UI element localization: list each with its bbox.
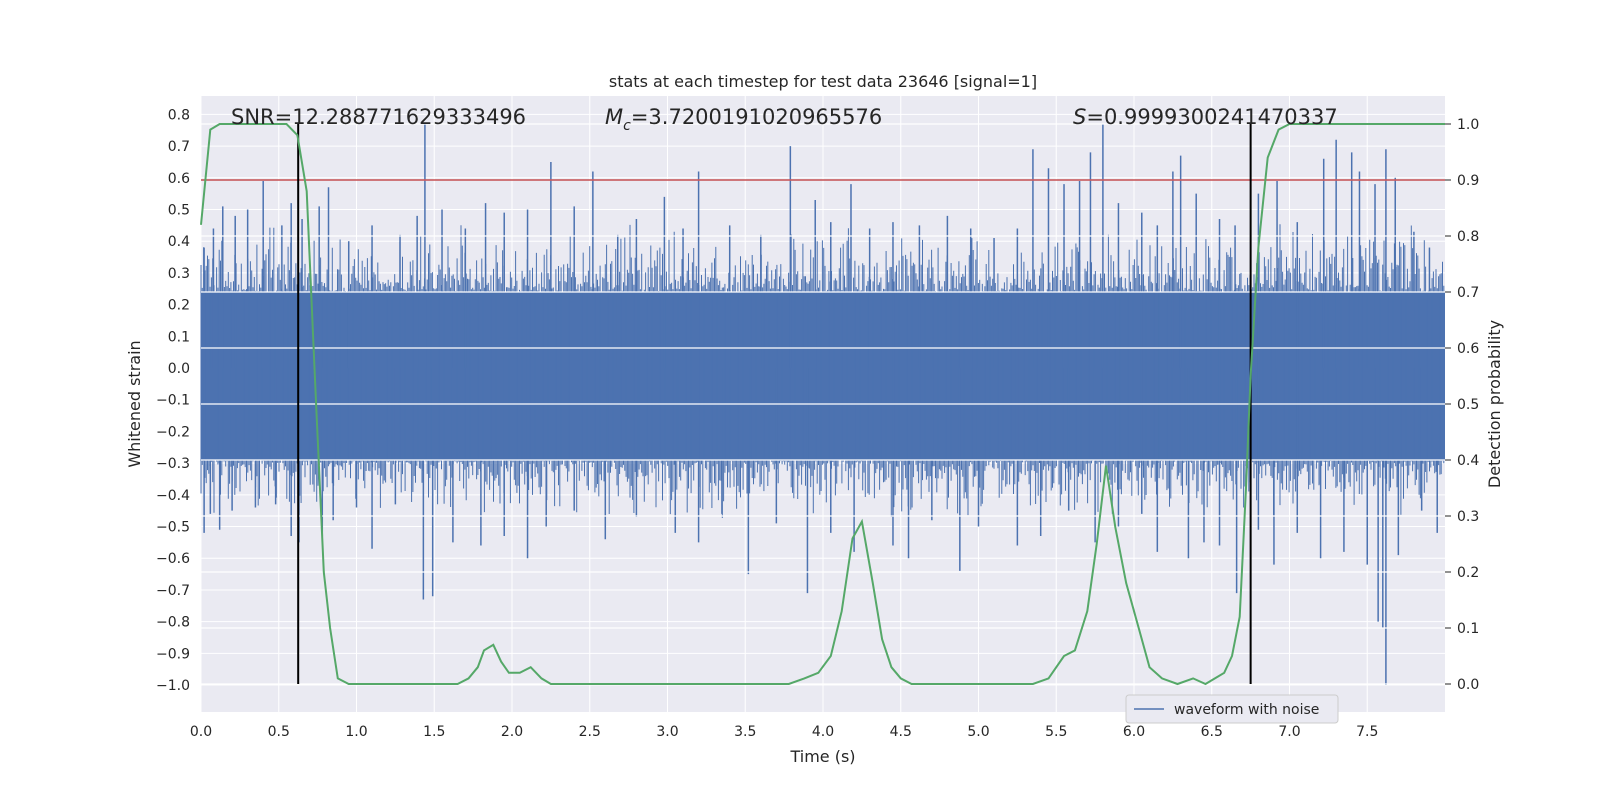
y-tick-label: 0.8 <box>168 107 190 123</box>
y-tick-label: −0.2 <box>156 424 190 440</box>
y-tick-label: −0.6 <box>156 551 190 567</box>
waveform-band-layer <box>201 291 1445 460</box>
vline-layer <box>297 124 1252 684</box>
x-tick-label: 1.5 <box>423 724 445 740</box>
y-tick-label: −0.3 <box>156 456 190 472</box>
chirp-mass-symbol: M <box>605 105 623 129</box>
x-tick-label: 5.5 <box>1045 724 1067 740</box>
y-tick-label: 0.6 <box>168 171 190 187</box>
x-tick-label: 7.5 <box>1356 724 1378 740</box>
x-tick-label: 6.0 <box>1123 724 1145 740</box>
score-value: =0.9999300241470337 <box>1086 105 1337 129</box>
legend: waveform with noise <box>1125 694 1339 724</box>
y2-tick-label: 0.7 <box>1457 285 1479 301</box>
y-tick-label: 0.1 <box>168 329 190 345</box>
waveform-spike-layer <box>200 123 1445 686</box>
y2-tick-label: 0.2 <box>1457 565 1479 581</box>
y2-tick-label: 0.4 <box>1457 453 1479 469</box>
x-tick-label: 3.5 <box>734 724 756 740</box>
y-tick-label: 0.0 <box>168 361 190 377</box>
chirp-mass-annotation: Mc=3.7200191020965576 <box>605 105 882 134</box>
legend-label-waveform: waveform with noise <box>1174 702 1319 718</box>
x-tick-label: 4.5 <box>890 724 912 740</box>
x-tick-label: 7.0 <box>1278 724 1300 740</box>
y-tick-label: 0.2 <box>168 298 190 314</box>
y-tick-label: 0.5 <box>168 202 190 218</box>
x-tick-label: 6.5 <box>1201 724 1223 740</box>
y-tick-labels: 0.8 0.7 0.6 0.5 0.4 0.3 0.2 0.1 0.0 −0.1 −0.2 −0.3 −… <box>156 107 190 694</box>
y-tick-label: −0.4 <box>156 488 190 504</box>
x-tick-label: 3.0 <box>656 724 678 740</box>
probability-layer <box>200 123 1445 686</box>
score-symbol: S <box>1073 105 1086 129</box>
y-tick-label: −0.8 <box>156 615 190 631</box>
x-axis-label: Time (s) <box>789 747 855 766</box>
x-tick-label: 0.5 <box>268 724 290 740</box>
y-tick-label: −0.7 <box>156 583 190 599</box>
chart-title: stats at each timestep for test data 236… <box>609 72 1037 91</box>
y2-tick-label: 0.1 <box>1457 621 1479 637</box>
x-tick-label: 4.0 <box>812 724 834 740</box>
chirp-mass-subscript: c <box>623 118 631 134</box>
y2-tick-label: 1.0 <box>1457 117 1479 133</box>
x-tick-labels: 0.0 0.5 1.0 1.5 2.0 2.5 3.0 3.5 4.0 4.5 5.0 5.5 6.0 6… <box>190 724 1379 740</box>
y2-tick-label: 0.8 <box>1457 229 1479 245</box>
y2-tick-labels: 1.0 0.9 0.8 0.7 0.6 0.5 0.4 0.3 0.2 0.1 0.0 <box>1445 117 1479 693</box>
probability-line <box>200 123 1445 686</box>
y2-tick-label: 0.0 <box>1457 677 1479 693</box>
y2-tick-label: 0.9 <box>1457 173 1479 189</box>
x-tick-label: 2.0 <box>501 724 523 740</box>
y2-axis-label: Detection probability <box>1485 320 1504 488</box>
x-tick-label: 1.0 <box>345 724 367 740</box>
y-tick-label: −1.0 <box>156 678 190 694</box>
y2-tick-label: 0.5 <box>1457 397 1479 413</box>
y-tick-label: 0.3 <box>168 266 190 282</box>
x-tick-label: 5.0 <box>967 724 989 740</box>
waveform-band <box>201 291 1445 460</box>
y-tick-label: 0.4 <box>168 234 190 250</box>
y2-tick-label: 0.6 <box>1457 341 1479 357</box>
score-annotation: S=0.9999300241470337 <box>1073 105 1338 129</box>
legend-box <box>1125 694 1339 724</box>
y-axis-label: Whitened strain <box>125 340 144 467</box>
y2-tick-label: 0.3 <box>1457 509 1479 525</box>
x-tick-label: 0.0 <box>190 724 212 740</box>
y-tick-label: −0.5 <box>156 520 190 536</box>
y-tick-label: 0.7 <box>168 139 190 155</box>
y-tick-label: −0.1 <box>156 393 190 409</box>
snr-annotation: SNR=12.288771629333496 <box>231 105 526 129</box>
x-tick-label: 2.5 <box>579 724 601 740</box>
y-tick-label: −0.9 <box>156 646 190 662</box>
chirp-mass-value: =3.7200191020965576 <box>631 105 882 129</box>
